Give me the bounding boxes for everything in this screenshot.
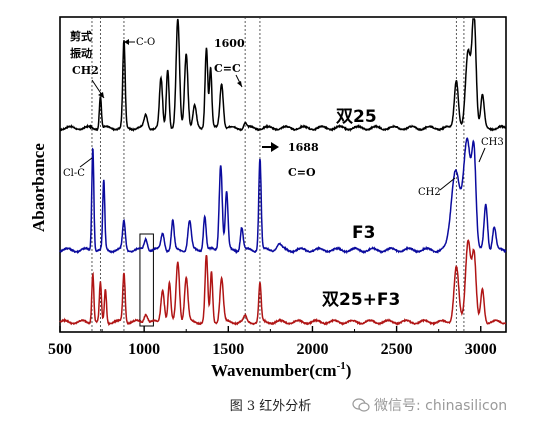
x-tick-label-2500: 2500 — [381, 341, 413, 358]
highlight-box — [139, 233, 154, 327]
annotation-co-arrowhead — [124, 39, 129, 45]
series-label-f3: F3 — [352, 223, 375, 243]
series-line-0 — [59, 18, 507, 133]
annotation-1688-arrowhead — [271, 142, 279, 152]
annotation-ch2-arrow — [439, 177, 456, 191]
spectrum-series — [59, 18, 507, 327]
figure-caption: 图 3 红外分析 — [229, 399, 312, 414]
annotation-co: C-O — [136, 37, 155, 48]
series-label-s25: 双25 — [336, 107, 377, 127]
annotation-scissor-line2: 振动 — [70, 46, 92, 60]
annotation-ch2: CH2 — [418, 187, 441, 198]
annotation-scissor-line1: 剪式 — [70, 29, 92, 43]
x-axis-ticks: 500 1000 1500 2000 2500 3000 — [48, 326, 497, 358]
x-axis-label-sup: -1 — [337, 360, 346, 372]
annotation-ch3-arrow — [478, 147, 486, 163]
annotation-scissor-line3: CH2 — [72, 64, 99, 77]
x-axis-label-text: Wavenumber(cm — [211, 361, 337, 380]
series-line-1 — [59, 137, 507, 255]
annotation-cc: C=C — [214, 62, 241, 75]
series-line-2 — [59, 239, 507, 327]
plot-frame — [59, 16, 507, 333]
series-label-s25f3: 双25+F3 — [322, 290, 400, 310]
x-tick-label-500: 500 — [48, 341, 72, 358]
y-axis-label: Abaorbance — [29, 143, 48, 232]
x-axis-label: Wavenumber(cm-1) — [211, 360, 351, 380]
x-axis-label-close: ) — [346, 361, 352, 380]
annotation-cc-arrowhead — [237, 81, 242, 87]
wechat-icon — [352, 398, 370, 412]
watermark-text: 微信号: chinasilicon — [374, 398, 508, 414]
annotation-1688: 1688 — [288, 141, 319, 154]
annotation-ch3: CH3 — [481, 137, 504, 148]
reference-lines — [91, 17, 465, 332]
x-tick-label-1000: 1000 — [128, 341, 160, 358]
x-tick-label-3000: 3000 — [465, 341, 497, 358]
annotation-1600: 1600 — [214, 37, 245, 50]
watermark: 微信号: chinasilicon — [352, 395, 507, 415]
annotation-clc: Cl-C — [63, 168, 85, 179]
annotation-ceo: C=O — [288, 166, 316, 179]
x-tick-label-2000: 2000 — [296, 341, 328, 358]
annotation-scissor-arrowhead — [98, 92, 104, 98]
x-tick-label-1500: 1500 — [212, 341, 244, 358]
annotation-clc-arrow — [79, 157, 93, 168]
